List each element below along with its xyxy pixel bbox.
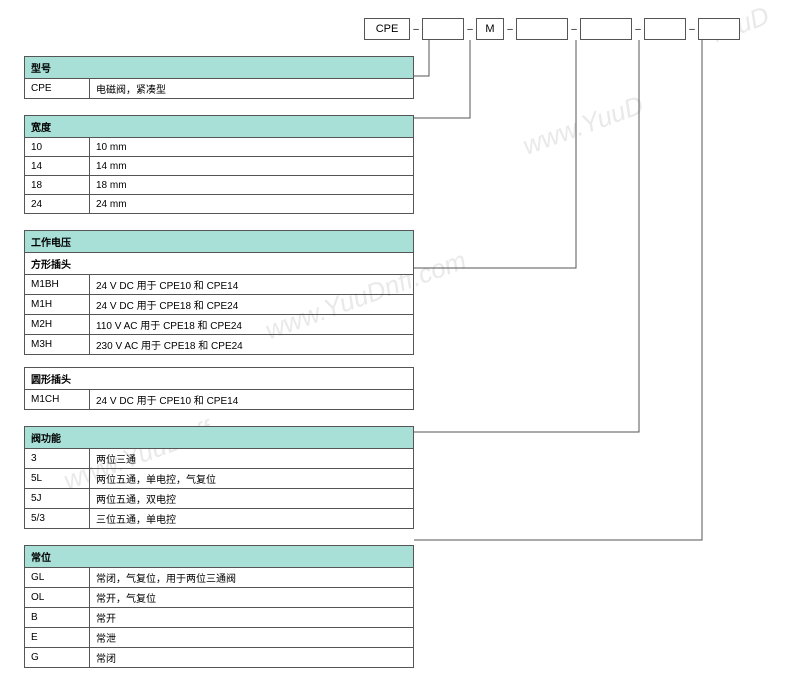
- code-cell: B: [25, 608, 90, 628]
- code-box-1: [422, 18, 464, 40]
- section-table: 常位GL常闭，气复位，用于两位三通阀OL常开，气复位B常开E常泄G常闭: [24, 545, 414, 668]
- code-cell: 14: [25, 157, 90, 176]
- code-cell: 5/3: [25, 509, 90, 529]
- desc-cell: 常开: [90, 608, 414, 628]
- page: YuuDwww.YuuDwww.YuuDnff.comwww.YuuDnff C…: [0, 0, 790, 640]
- table-row: M1CH24 V DC 用于 CPE10 和 CPE14: [25, 390, 414, 410]
- desc-cell: 常开，气复位: [90, 588, 414, 608]
- watermark-text: www.YuuD: [519, 89, 648, 161]
- code-dash: –: [686, 24, 698, 35]
- code-dash: –: [632, 24, 644, 35]
- section-table: 工作电压方形插头M1BH24 V DC 用于 CPE10 和 CPE14M1H2…: [24, 230, 414, 410]
- section-table: 宽度1010 mm1414 mm1818 mm2424 mm: [24, 115, 414, 214]
- code-cell: OL: [25, 588, 90, 608]
- code-dash: –: [568, 24, 580, 35]
- code-cell: M3H: [25, 335, 90, 355]
- table-row: GL常闭，气复位，用于两位三通阀: [25, 568, 414, 588]
- table-row: 1414 mm: [25, 157, 414, 176]
- table-row: 5/3三位五通，单电控: [25, 509, 414, 529]
- code-cell: 10: [25, 138, 90, 157]
- desc-cell: 18 mm: [90, 176, 414, 195]
- table-row: CPE电磁阀，紧凑型: [25, 79, 414, 99]
- connector-line: [414, 40, 702, 540]
- desc-cell: 24 V DC 用于 CPE10 和 CPE14: [90, 390, 414, 410]
- code-cell: M1H: [25, 295, 90, 315]
- code-box-6: [698, 18, 740, 40]
- connector-line: [414, 40, 639, 432]
- desc-cell: 三位五通，单电控: [90, 509, 414, 529]
- connector-line: [414, 40, 470, 118]
- code-cell: M1CH: [25, 390, 90, 410]
- sub-header: 圆形插头: [25, 368, 414, 390]
- table-row: 1818 mm: [25, 176, 414, 195]
- table-row: 5J两位五通，双电控: [25, 489, 414, 509]
- table-row: OL常开，气复位: [25, 588, 414, 608]
- desc-cell: 24 mm: [90, 195, 414, 214]
- desc-cell: 常闭，气复位，用于两位三通阀: [90, 568, 414, 588]
- code-box-2: M: [476, 18, 504, 40]
- code-box-0: CPE: [364, 18, 410, 40]
- section-header: 型号: [25, 57, 414, 79]
- connector-line: [414, 40, 576, 268]
- code-cell: GL: [25, 568, 90, 588]
- table-row: B常开: [25, 608, 414, 628]
- desc-cell: 常闭: [90, 648, 414, 668]
- desc-cell: 10 mm: [90, 138, 414, 157]
- desc-cell: 两位五通，单电控，气复位: [90, 469, 414, 489]
- table-row: M2H110 V AC 用于 CPE18 和 CPE24: [25, 315, 414, 335]
- code-box-4: [580, 18, 632, 40]
- code-cell: M1BH: [25, 275, 90, 295]
- code-box-3: [516, 18, 568, 40]
- code-cell: 5J: [25, 489, 90, 509]
- desc-cell: 14 mm: [90, 157, 414, 176]
- code-cell: M2H: [25, 315, 90, 335]
- code-cell: CPE: [25, 79, 90, 99]
- section-header: 常位: [25, 546, 414, 568]
- section-header: 宽度: [25, 116, 414, 138]
- table-row: M3H230 V AC 用于 CPE18 和 CPE24: [25, 335, 414, 355]
- table-row: M1H24 V DC 用于 CPE18 和 CPE24: [25, 295, 414, 315]
- desc-cell: 常泄: [90, 628, 414, 648]
- table-row: 2424 mm: [25, 195, 414, 214]
- connector-line: [414, 40, 429, 76]
- desc-cell: 电磁阀，紧凑型: [90, 79, 414, 99]
- section-table: 阀功能3两位三通5L两位五通，单电控，气复位5J两位五通，双电控5/3三位五通，…: [24, 426, 414, 529]
- desc-cell: 两位五通，双电控: [90, 489, 414, 509]
- spec-tables: 型号CPE电磁阀，紧凑型宽度1010 mm1414 mm1818 mm2424 …: [24, 56, 414, 684]
- section-table: 型号CPE电磁阀，紧凑型: [24, 56, 414, 99]
- table-row: G常闭: [25, 648, 414, 668]
- code-cell: G: [25, 648, 90, 668]
- sub-header: 方形插头: [25, 253, 414, 275]
- table-row: 3两位三通: [25, 449, 414, 469]
- code-dash: –: [464, 24, 476, 35]
- section-header: 阀功能: [25, 427, 414, 449]
- order-code-strip: CPE––M––––: [364, 18, 740, 40]
- code-cell: E: [25, 628, 90, 648]
- table-row: E常泄: [25, 628, 414, 648]
- desc-cell: 230 V AC 用于 CPE18 和 CPE24: [90, 335, 414, 355]
- code-dash: –: [504, 24, 516, 35]
- code-cell: 3: [25, 449, 90, 469]
- desc-cell: 110 V AC 用于 CPE18 和 CPE24: [90, 315, 414, 335]
- code-cell: 24: [25, 195, 90, 214]
- desc-cell: 24 V DC 用于 CPE10 和 CPE14: [90, 275, 414, 295]
- desc-cell: 两位三通: [90, 449, 414, 469]
- section-header: 工作电压: [25, 231, 414, 253]
- table-row: 5L两位五通，单电控，气复位: [25, 469, 414, 489]
- group-spacer: [25, 355, 414, 368]
- code-box-5: [644, 18, 686, 40]
- table-row: 1010 mm: [25, 138, 414, 157]
- code-cell: 18: [25, 176, 90, 195]
- table-row: M1BH24 V DC 用于 CPE10 和 CPE14: [25, 275, 414, 295]
- code-dash: –: [410, 24, 422, 35]
- code-cell: 5L: [25, 469, 90, 489]
- desc-cell: 24 V DC 用于 CPE18 和 CPE24: [90, 295, 414, 315]
